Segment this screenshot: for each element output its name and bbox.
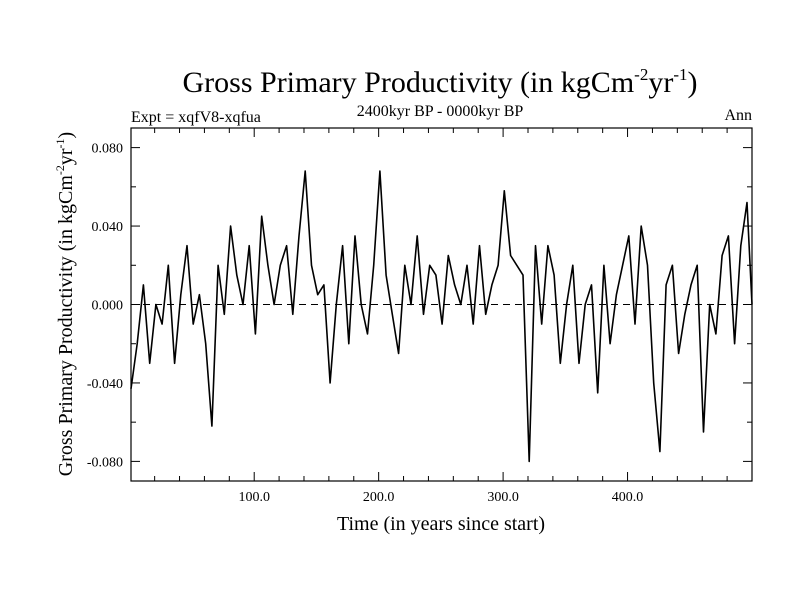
x-axis-ticks: 100.0 200.0 300.0 400.0 xyxy=(154,128,753,505)
season-label: Ann xyxy=(724,107,752,124)
y-tick-label: -0.040 xyxy=(87,377,123,392)
period-label: 2400kyr BP - 0000kyr BP xyxy=(357,103,524,120)
x-tick-label: 200.0 xyxy=(363,490,395,505)
y-tick-label: 0.000 xyxy=(92,299,124,314)
plot-frame xyxy=(130,127,753,482)
x-tick-label: 400.0 xyxy=(612,490,644,505)
y-axis-ticks: -0.080 -0.040 0.000 0.040 0.080 xyxy=(87,142,752,470)
expt-label: Expt = xqfV8-xqfua xyxy=(131,109,261,126)
y-tick-label: 0.080 xyxy=(92,142,124,157)
y-tick-label: 0.040 xyxy=(92,220,124,235)
y-tick-label: -0.080 xyxy=(87,455,123,470)
x-axis-label: Time (in years since start) xyxy=(337,513,545,535)
series-line-gpp xyxy=(130,170,753,463)
x-tick-label: 100.0 xyxy=(238,490,270,505)
y-axis-label: Gross Primary Productivity (in kgCm-2yr-… xyxy=(53,132,77,476)
x-tick-label: 300.0 xyxy=(487,490,519,505)
chart-title: Gross Primary Productivity (in kgCm-2yr-… xyxy=(183,65,698,99)
